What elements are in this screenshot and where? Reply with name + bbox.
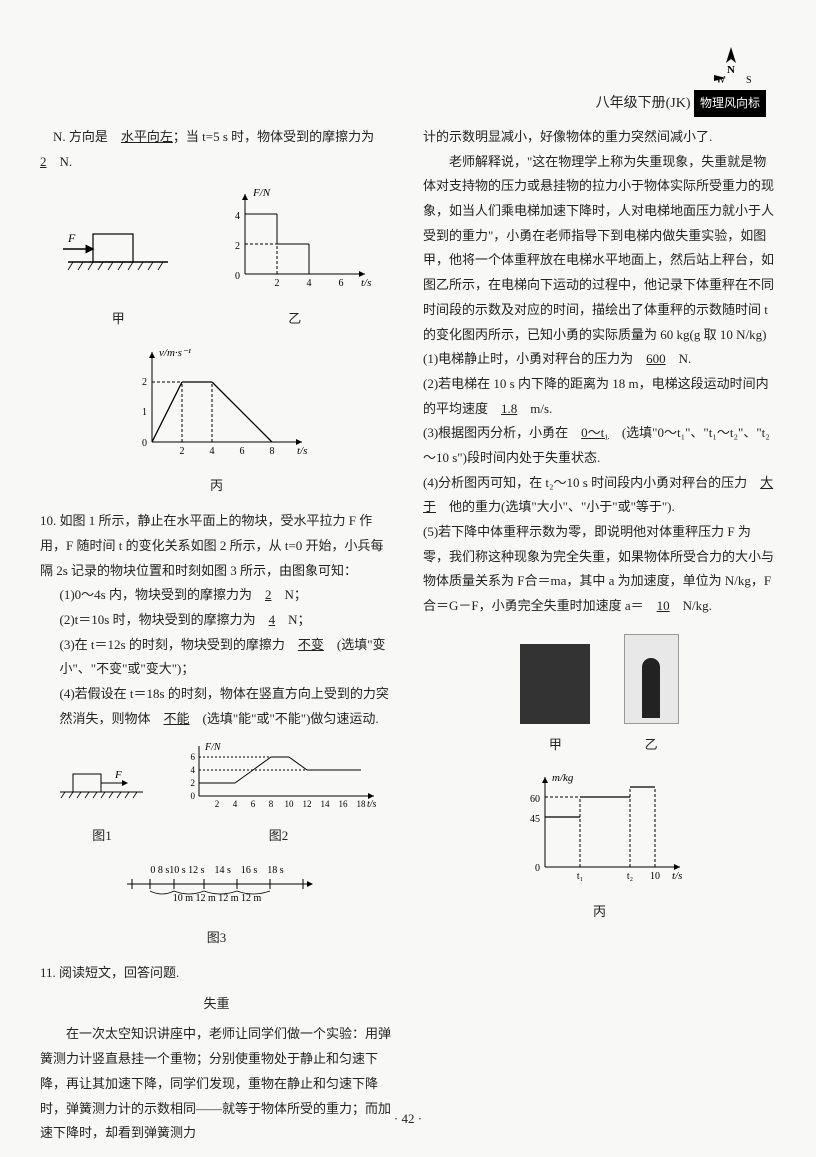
q11-num: 11. (40, 965, 56, 980)
svg-text:t₂: t₂ (626, 871, 632, 882)
q11-heading: 失重 (40, 992, 393, 1017)
fig-row-2: F 图1 F/N (40, 741, 393, 848)
svg-text:t/s: t/s (361, 277, 371, 289)
svg-text:t₁: t₁ (576, 871, 582, 882)
book-badge: 物理风向标 (694, 90, 766, 117)
fig3-label: 图3 (40, 926, 393, 951)
q10-sub3: (3)在 t＝12s 的时刻，物块受到的摩擦力 不变 (选填"变小"、"不变"或… (60, 633, 394, 682)
svg-text:8: 8 (268, 799, 273, 809)
svg-text:10: 10 (650, 871, 660, 882)
right-p1: 计的示数明显减小，好像物体的重力突然间减小了. (423, 125, 776, 150)
svg-text:t/s: t/s (297, 445, 307, 457)
svg-text:4: 4 (209, 446, 214, 457)
q10-num: 10. (40, 513, 56, 528)
svg-text:16: 16 (338, 799, 348, 809)
svg-text:t/s: t/s (672, 870, 682, 882)
q10-sub1: (1)0～4s 内，物块受到的摩擦力为 2 N； (60, 583, 394, 608)
photo-jia-label: 甲 (515, 733, 595, 758)
svg-text:S: S (746, 75, 752, 86)
page-header: 八年级下册(JK) 物理风向标 (596, 90, 766, 118)
q10-sub2: (2)t＝10s 时，物块受到的摩擦力为 4 N； (60, 608, 394, 633)
diagram-fig1: F (55, 756, 150, 811)
svg-text:45: 45 (530, 814, 540, 825)
q11: 11. 阅读短文，回答问题. (40, 961, 393, 986)
svg-text:0: 0 (190, 791, 195, 801)
fig2-label: 图2 (179, 824, 379, 849)
svg-text:2: 2 (142, 377, 147, 388)
svg-text:F: F (67, 231, 76, 245)
right-s3: (3)根据图丙分析，小勇在 0～t₁ (选填"0～t₁"、"t₁～t₂"、"t₂… (423, 421, 776, 470)
svg-text:0: 0 (235, 271, 240, 282)
chart-bing: v/m·s⁻¹ t/s 0 1 2 2 4 6 8 (117, 342, 317, 462)
svg-text:18: 18 (356, 799, 366, 809)
svg-text:4: 4 (306, 278, 311, 289)
svg-text:6: 6 (190, 752, 195, 762)
fig-label-bing: 丙 (40, 474, 393, 499)
svg-text:F: F (114, 769, 122, 781)
q10: 10. 如图 1 所示，静止在水平面上的物块，受水平拉力 F 作用，F 随时间 … (40, 509, 393, 583)
right-s5: (5)若下降中体重秤示数为零，即说明他对体重秤压力 F 为零，我们称这种现象为完… (423, 520, 776, 619)
svg-text:4: 4 (190, 765, 195, 775)
chart-bing2-label: 丙 (423, 900, 776, 925)
svg-text:0: 0 (535, 863, 540, 874)
chart-bing2-area: m/kg t/s 0 45 60 t₁ t₂ 10 丙 (423, 767, 776, 924)
svg-text:N: N (727, 64, 735, 76)
svg-text:v/m·s⁻¹: v/m·s⁻¹ (159, 347, 191, 359)
q10-sub4: (4)若假设在 t＝18s 的时刻，物体在竖直方向上受到的力突然消失，则物体 不… (60, 682, 394, 731)
svg-text:2: 2 (274, 278, 279, 289)
svg-text:0 8 s10 s 12 s 14 s 16 s 18 s: 0 8 s10 s 12 s 14 s 16 s 18 s (150, 865, 283, 876)
fig3-area: 0 8 s10 s 12 s 14 s 16 s 18 s 10 m 12 m … (40, 859, 393, 951)
fig1-label: 图1 (55, 824, 150, 849)
svg-text:t/s: t/s (367, 799, 377, 810)
svg-text:12: 12 (302, 799, 311, 809)
diagram-fig3: 0 8 s10 s 12 s 14 s 16 s 18 s 10 m 12 m … (112, 859, 322, 914)
chart-bing2: m/kg t/s 0 45 60 t₁ t₂ 10 (510, 767, 690, 887)
svg-text:2: 2 (179, 446, 184, 457)
svg-text:6: 6 (250, 799, 255, 809)
photo-jia (520, 644, 590, 724)
svg-text:14: 14 (320, 799, 330, 809)
svg-text:m/kg: m/kg (552, 772, 574, 784)
fig-row-1: F 甲 F/N (40, 184, 393, 331)
svg-text:6: 6 (239, 446, 244, 457)
right-s1: (1)电梯静止时，小勇对秤台的压力为 600 N. (423, 347, 776, 372)
svg-text:8: 8 (269, 446, 274, 457)
grade-label: 八年级下册(JK) (596, 96, 691, 111)
left-column: N. 方向是 水平向左；当 t=5 s 时，物体受到的摩擦力为 2 N. F (40, 125, 393, 1146)
svg-text:F/N: F/N (204, 742, 222, 753)
diagram-jia: F (58, 194, 178, 294)
page-number: · 42 · (394, 1107, 422, 1132)
chart-bing-area: v/m·s⁻¹ t/s 0 1 2 2 4 6 8 丙 (40, 342, 393, 499)
right-s2: (2)若电梯在 10 s 内下降的距离为 18 m，电梯这段运动时间内的平均速度… (423, 372, 776, 421)
svg-text:0: 0 (142, 438, 147, 449)
svg-text:4: 4 (235, 211, 240, 222)
svg-text:10 m 12 m 12 m 12 m: 10 m 12 m 12 m 12 m (172, 893, 261, 904)
svg-text:6: 6 (338, 278, 343, 289)
svg-text:2: 2 (235, 241, 240, 252)
svg-text:F/N: F/N (252, 187, 271, 199)
svg-text:4: 4 (232, 799, 237, 809)
svg-text:2: 2 (214, 799, 219, 809)
svg-text:10: 10 (284, 799, 294, 809)
right-column: 计的示数明显减小，好像物体的重力突然间减小了. 老师解释说，"这在物理学上称为失… (423, 125, 776, 1146)
chart-fig2: F/N t/s 0 2 4 6 2 4 6 8 10 12 14 16 18 (179, 741, 379, 811)
svg-text:2: 2 (190, 778, 195, 788)
svg-text:1: 1 (142, 407, 147, 418)
fig-label-yi: 乙 (215, 307, 375, 332)
svg-text:60: 60 (530, 794, 540, 805)
photo-yi (624, 634, 679, 724)
photo-row: 甲 乙 (423, 629, 776, 758)
photo-yi-label: 乙 (619, 733, 684, 758)
ans-direction: 水平向左 (121, 129, 173, 144)
compass-icon: N W S (706, 45, 756, 96)
friction-sentence: N. 方向是 水平向左；当 t=5 s 时，物体受到的摩擦力为 2 N. (40, 125, 393, 174)
chart-yi: F/N t/s 0 2 4 2 4 6 (215, 184, 375, 294)
q11-p1: 在一次太空知识讲座中，老师让同学们做一个实验：用弹簧测力计竖直悬挂一个重物；分别… (40, 1022, 393, 1145)
right-p2: 老师解释说，"这在物理学上称为失重现象，失重就是物体对支持物的压力或悬挂物的拉力… (423, 150, 776, 348)
right-s4: (4)分析图丙可知，在 t₂～10 s 时间段内小勇对秤台的压力 大于 他的重力… (423, 471, 776, 520)
fig-label-jia: 甲 (58, 307, 178, 332)
